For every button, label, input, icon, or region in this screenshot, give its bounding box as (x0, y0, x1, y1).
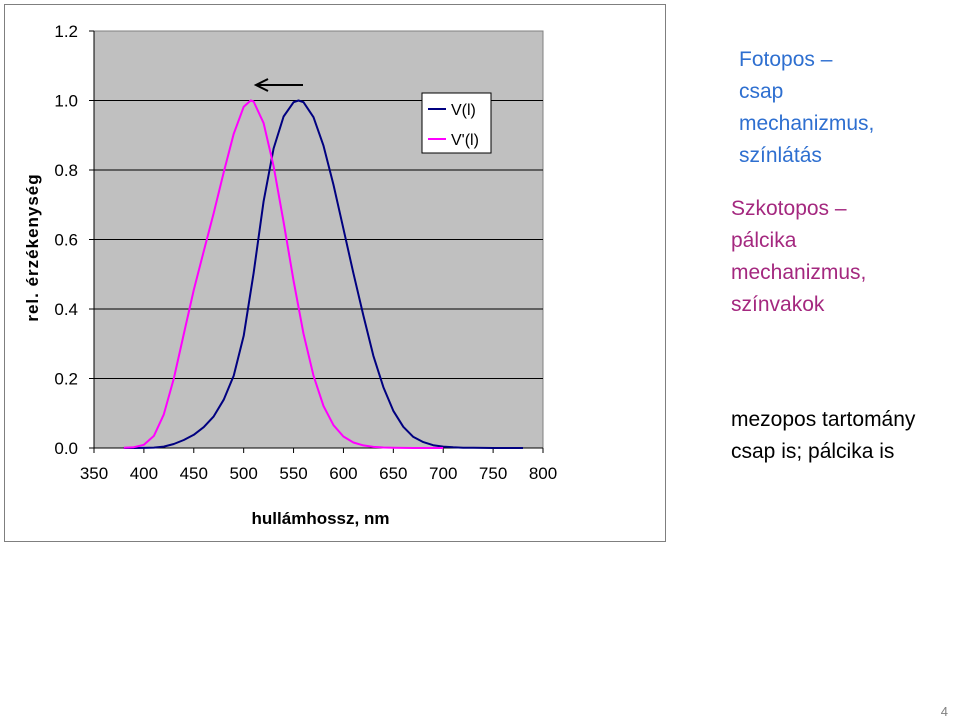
x-tick-label: 500 (229, 464, 257, 483)
legend-box (421, 92, 492, 154)
x-tick-label: 450 (180, 464, 208, 483)
photopic-line: Fotopos – (739, 48, 833, 71)
x-tick-label: 550 (279, 464, 307, 483)
x-tick-label: 350 (80, 464, 108, 483)
scotopic-line: színvakok (731, 293, 825, 316)
series-line-photopic (123, 99, 523, 449)
legend-label: V(l) (451, 102, 476, 119)
x-tick-label: 800 (529, 464, 557, 483)
series-line-scotopic (123, 99, 444, 449)
shift-arrow-head (253, 78, 269, 92)
x-tick-label: 400 (130, 464, 158, 483)
y-axis-title: rel. érzékenység (23, 173, 42, 321)
chart: 0.0 0.2 0.4 0.6 0.8 1.0 1.2 350 400 450 500 550 600 6… (23, 22, 557, 528)
x-tick-label: 700 (429, 464, 457, 483)
photopic-line: csap (739, 80, 784, 103)
mesopic-line: csap is; pálcika is (731, 440, 895, 463)
photopic-line: mechanizmus, (739, 112, 875, 135)
x-axis-title: hullámhossz, nm (252, 509, 390, 528)
y-tick-label: 0.0 (54, 439, 78, 458)
scotopic-line: mechanizmus, (731, 261, 867, 284)
y-tick-label: 0.6 (54, 231, 78, 250)
chart-frame: 0.0 0.2 0.4 0.6 0.8 1.0 1.2 350 400 450 500 550 600 6… (4, 4, 666, 542)
legend-label: V'(l) (451, 132, 479, 149)
y-tick-label: 0.2 (54, 370, 78, 389)
page-number: 4 (940, 704, 948, 719)
y-tick-label: 1.2 (54, 22, 78, 41)
y-tick-label: 1.0 (54, 92, 78, 111)
mesopic-line: mezopos tartomány (731, 408, 916, 431)
y-tick-label: 0.4 (54, 300, 78, 319)
photopic-line: színlátás (739, 144, 822, 167)
x-tick-label: 600 (329, 464, 357, 483)
mesopic-description: mezopos tartomány csap is; pálcika is (731, 404, 915, 468)
scotopic-description: Szkotopos – pálcika mechanizmus, színvak… (731, 193, 866, 321)
photopic-description: Fotopos – csap mechanizmus, színlátás (739, 44, 874, 172)
x-tick-label: 750 (479, 464, 507, 483)
y-tick-label: 0.8 (54, 161, 78, 180)
scotopic-line: pálcika (731, 229, 797, 252)
x-tick-label: 650 (379, 464, 407, 483)
scotopic-line: Szkotopos – (731, 197, 847, 220)
